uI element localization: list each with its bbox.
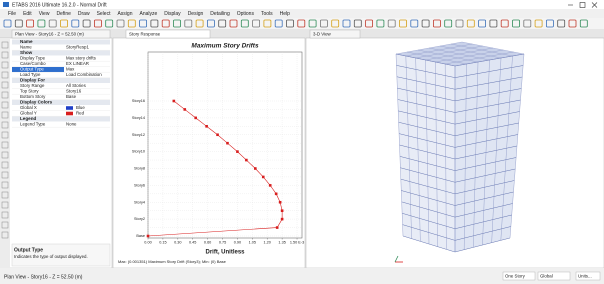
menu-item[interactable]: Help <box>280 11 291 17</box>
section-title[interactable]: Legend <box>20 116 37 121</box>
menu-item[interactable]: Assign <box>117 11 132 17</box>
x-tick-label: 0.00 <box>144 241 151 245</box>
chart-title: Maximum Story Drifts <box>191 43 259 50</box>
chart-footer: Max: (0.001351) Maximum Story Drift (Sto… <box>118 259 227 264</box>
drift-marker <box>147 235 150 238</box>
property-name: Top Story <box>20 89 39 94</box>
y-tick-label: Story2 <box>134 217 145 221</box>
x-tick-label: 0.45 <box>189 241 196 245</box>
window-title: ETABS 2016 Ultimate 16.2.0 - Normal Drif… <box>12 2 107 8</box>
menu-item[interactable]: Options <box>237 11 255 17</box>
drift-marker <box>216 133 219 136</box>
x-tick-label: 1.20 <box>264 241 271 245</box>
property-value[interactable]: Max story drifts <box>66 56 97 61</box>
drift-marker <box>245 159 248 162</box>
property-value[interactable]: Base <box>66 94 77 99</box>
menu-item[interactable]: Select <box>97 11 112 17</box>
x-tick-label: 0.60 <box>204 241 211 245</box>
property-name: Bottom Story <box>20 94 46 99</box>
drift-marker <box>276 226 279 229</box>
section-title[interactable]: Show <box>20 50 33 55</box>
drift-marker <box>281 209 284 212</box>
drift-marker <box>254 167 257 170</box>
property-value[interactable]: Load Combination <box>66 72 102 77</box>
property-name: Case/Combo <box>20 61 46 66</box>
drift-marker <box>262 176 265 179</box>
status-dropdown-label[interactable]: One Story <box>505 273 526 278</box>
help-text: Indicates the type of output displayed. <box>14 254 88 259</box>
menu-item[interactable]: File <box>8 11 16 17</box>
side-toolbar <box>0 38 10 268</box>
status-dropdown-label[interactable]: Units... <box>578 273 592 278</box>
x-tick-label: 1.50 E-3 <box>290 241 304 245</box>
x-tick-label: 1.05 <box>249 241 256 245</box>
building-3d <box>396 42 524 252</box>
drift-marker <box>236 150 239 153</box>
tab-label[interactable]: Plan View - Story16 - Z = 52.50 (m) <box>15 31 84 36</box>
app-icon <box>3 2 9 7</box>
property-name: Global X <box>20 105 37 110</box>
property-value[interactable]: Blue <box>76 105 85 110</box>
drift-marker <box>281 218 284 221</box>
tab-label[interactable]: Story Response <box>129 31 161 36</box>
menu-item[interactable]: Define <box>56 11 71 17</box>
menu-item[interactable]: Edit <box>23 11 32 17</box>
property-name: Name <box>20 45 32 50</box>
property-value[interactable]: All Stories <box>66 83 87 88</box>
y-tick-label: Story12 <box>132 133 145 137</box>
property-value[interactable]: EX LINEAR <box>66 61 89 66</box>
y-tick-label: Story16 <box>132 99 145 103</box>
status-dropdown-label[interactable]: Global <box>540 273 553 278</box>
menu-item[interactable]: Detailing <box>210 11 230 17</box>
y-tick-label: Base <box>136 234 145 238</box>
x-tick-label: 0.15 <box>159 241 166 245</box>
y-tick-label: Story4 <box>134 200 145 204</box>
status-text: Plan View - Story16 - Z = 52.50 (m) <box>4 274 83 280</box>
menu-item[interactable]: Display <box>164 11 181 17</box>
x-tick-label: 0.90 <box>234 241 241 245</box>
menu-item[interactable]: Design <box>188 11 204 17</box>
property-value[interactable]: StoryResp1 <box>66 45 89 50</box>
y-tick-label: Story10 <box>132 150 145 154</box>
x-tick-label: 0.30 <box>174 241 181 245</box>
drift-marker <box>275 193 278 196</box>
y-tick-label: Story8 <box>134 167 145 171</box>
menu-item[interactable]: Analyze <box>139 11 157 17</box>
drift-marker <box>173 100 176 103</box>
property-name: Global Y <box>20 111 37 116</box>
property-value[interactable]: None <box>66 122 77 127</box>
section-title[interactable]: Display For <box>20 78 45 83</box>
x-axis-title: Drift, Unitless <box>205 250 245 256</box>
drift-marker <box>269 184 272 187</box>
section-title[interactable]: Name <box>20 39 33 44</box>
drift-marker <box>183 108 186 111</box>
menu-item[interactable]: Draw <box>78 11 90 17</box>
property-name: Output Type <box>20 67 44 72</box>
y-tick-label: Story14 <box>132 116 145 120</box>
property-value[interactable]: Red <box>76 111 85 116</box>
property-name: Display Type <box>20 56 46 61</box>
help-title: Output Type <box>14 247 43 253</box>
y-tick-label: Story6 <box>134 183 145 187</box>
color-swatch <box>66 106 73 110</box>
drift-marker <box>279 201 282 204</box>
menu-item[interactable]: Tools <box>261 11 273 17</box>
color-swatch <box>66 112 73 116</box>
x-tick-label: 1.35 <box>278 241 285 245</box>
menu-item[interactable]: View <box>39 11 50 17</box>
drift-marker <box>205 125 208 128</box>
property-name: Load Type <box>20 72 41 77</box>
drift-marker <box>194 117 197 120</box>
property-value[interactable]: Story16 <box>66 89 82 94</box>
tab-label[interactable]: 3-D View <box>313 31 332 36</box>
app-window: ETABS 2016 Ultimate 16.2.0 - Normal Drif… <box>0 0 604 284</box>
property-value[interactable]: Max <box>66 67 75 72</box>
property-name: Story Range <box>20 83 45 88</box>
section-title[interactable]: Display Colors <box>20 100 53 105</box>
property-name: Legend Type <box>20 122 46 127</box>
x-tick-label: 0.75 <box>219 241 226 245</box>
drift-marker <box>226 142 229 145</box>
